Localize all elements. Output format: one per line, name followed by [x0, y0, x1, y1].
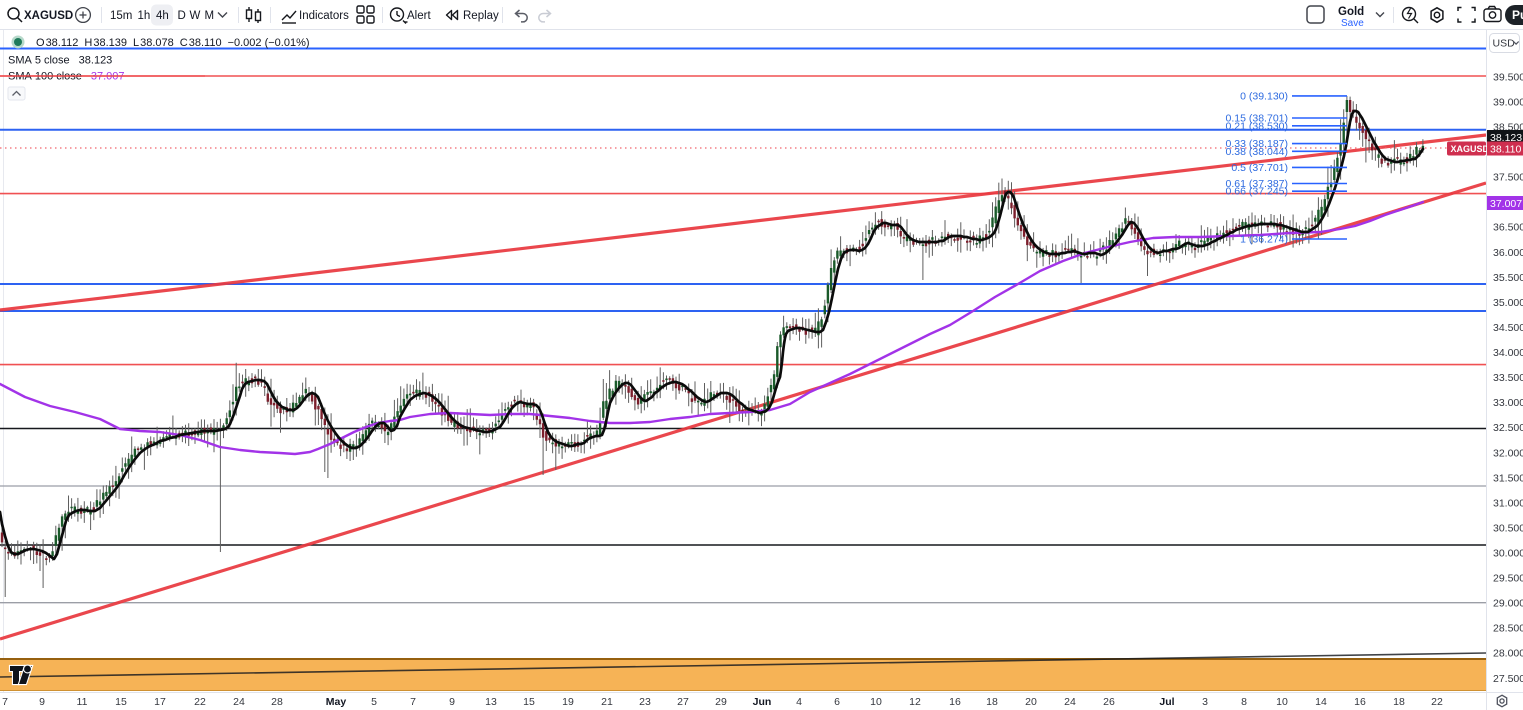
svg-text:37.500: 37.500 [1493, 172, 1523, 184]
svg-text:39.000: 39.000 [1493, 96, 1523, 108]
svg-text:29: 29 [715, 696, 727, 708]
svg-text:37.007: 37.007 [1490, 198, 1522, 210]
svg-text:14: 14 [1315, 696, 1327, 708]
svg-text:15: 15 [115, 696, 127, 708]
svg-text:1h: 1h [138, 10, 151, 22]
svg-text:0 (39.130): 0 (39.130) [1240, 90, 1288, 102]
svg-text:7: 7 [2, 696, 8, 708]
svg-text:Pu: Pu [1512, 8, 1523, 22]
svg-text:May: May [326, 696, 347, 708]
svg-text:19: 19 [562, 696, 574, 708]
svg-text:4h: 4h [156, 10, 169, 22]
svg-text:1 (36.274): 1 (36.274) [1240, 234, 1288, 246]
svg-text:22: 22 [1431, 696, 1443, 708]
svg-text:0.66 (37.245): 0.66 (37.245) [1226, 186, 1288, 198]
svg-text:M: M [205, 10, 215, 22]
svg-text:Replay: Replay [463, 10, 499, 22]
svg-text:36.500: 36.500 [1493, 222, 1523, 234]
svg-text:9: 9 [449, 696, 455, 708]
svg-text:32.500: 32.500 [1493, 422, 1523, 434]
svg-text:7: 7 [410, 696, 416, 708]
svg-text:35.500: 35.500 [1493, 272, 1523, 284]
svg-text:26: 26 [1103, 696, 1115, 708]
svg-text:9: 9 [39, 696, 45, 708]
svg-text:23: 23 [639, 696, 651, 708]
svg-text:22: 22 [194, 696, 206, 708]
svg-text:10: 10 [1276, 696, 1288, 708]
svg-text:33.000: 33.000 [1493, 397, 1523, 409]
svg-text:38.123: 38.123 [1490, 132, 1522, 144]
svg-text:29.000: 29.000 [1493, 598, 1523, 610]
svg-text:21: 21 [601, 696, 613, 708]
svg-text:16: 16 [949, 696, 961, 708]
svg-text:35.000: 35.000 [1493, 297, 1523, 309]
svg-text:24: 24 [233, 696, 245, 708]
svg-text:10: 10 [870, 696, 882, 708]
svg-text:11: 11 [77, 696, 88, 708]
svg-text:20: 20 [1025, 696, 1037, 708]
svg-text:30.000: 30.000 [1493, 548, 1523, 560]
svg-text:XAGUSD: XAGUSD [1451, 144, 1490, 154]
svg-text:27: 27 [677, 696, 689, 708]
svg-text:0.5 (37.701): 0.5 (37.701) [1231, 162, 1288, 174]
svg-text:8: 8 [1241, 696, 1247, 708]
svg-text:31.500: 31.500 [1493, 472, 1523, 484]
svg-text:28.000: 28.000 [1493, 648, 1523, 660]
svg-text:18: 18 [1393, 696, 1405, 708]
svg-text:USD: USD [1493, 38, 1516, 50]
svg-text:16: 16 [1354, 696, 1366, 708]
svg-text:34.500: 34.500 [1493, 322, 1523, 334]
svg-text:Indicators: Indicators [299, 10, 349, 22]
svg-text:28.500: 28.500 [1493, 623, 1523, 635]
svg-text:32.000: 32.000 [1493, 447, 1523, 459]
svg-text:W: W [190, 10, 201, 22]
svg-text:27.500: 27.500 [1493, 673, 1523, 685]
svg-text:33.500: 33.500 [1493, 372, 1523, 384]
svg-text:4: 4 [796, 696, 802, 708]
svg-text:3: 3 [1202, 696, 1208, 708]
svg-text:Jul: Jul [1159, 696, 1174, 708]
svg-text:15: 15 [523, 696, 535, 708]
svg-text:0.21 (38.530): 0.21 (38.530) [1226, 120, 1288, 132]
svg-text:36.000: 36.000 [1493, 247, 1523, 259]
svg-text:30.500: 30.500 [1493, 522, 1523, 534]
svg-text:17: 17 [154, 696, 166, 708]
svg-text:0.61 (37.387): 0.61 (37.387) [1226, 178, 1288, 190]
svg-text:Jun: Jun [753, 696, 772, 708]
svg-text:15m: 15m [110, 10, 132, 22]
svg-text:Alert: Alert [407, 10, 431, 22]
svg-text:38.110: 38.110 [1490, 144, 1521, 156]
svg-text:18: 18 [986, 696, 998, 708]
svg-text:28: 28 [271, 696, 283, 708]
svg-text:12: 12 [909, 696, 921, 708]
svg-text:6: 6 [834, 696, 840, 708]
svg-text:5: 5 [371, 696, 377, 708]
svg-text:24: 24 [1064, 696, 1076, 708]
svg-text:0.33 (38.187): 0.33 (38.187) [1226, 138, 1288, 150]
svg-text:D: D [178, 10, 186, 22]
svg-text:13: 13 [485, 696, 497, 708]
svg-text:34.000: 34.000 [1493, 347, 1523, 359]
svg-text:39.500: 39.500 [1493, 71, 1523, 83]
svg-text:0.38 (38.044): 0.38 (38.044) [1226, 146, 1288, 158]
svg-text:Gold: Gold [1338, 6, 1364, 18]
svg-text:XAGUSD: XAGUSD [24, 10, 73, 22]
svg-text:0.15 (38.701): 0.15 (38.701) [1226, 113, 1288, 125]
svg-text:Save: Save [1341, 18, 1364, 29]
svg-text:29.500: 29.500 [1493, 573, 1523, 585]
svg-text:31.000: 31.000 [1493, 497, 1523, 509]
